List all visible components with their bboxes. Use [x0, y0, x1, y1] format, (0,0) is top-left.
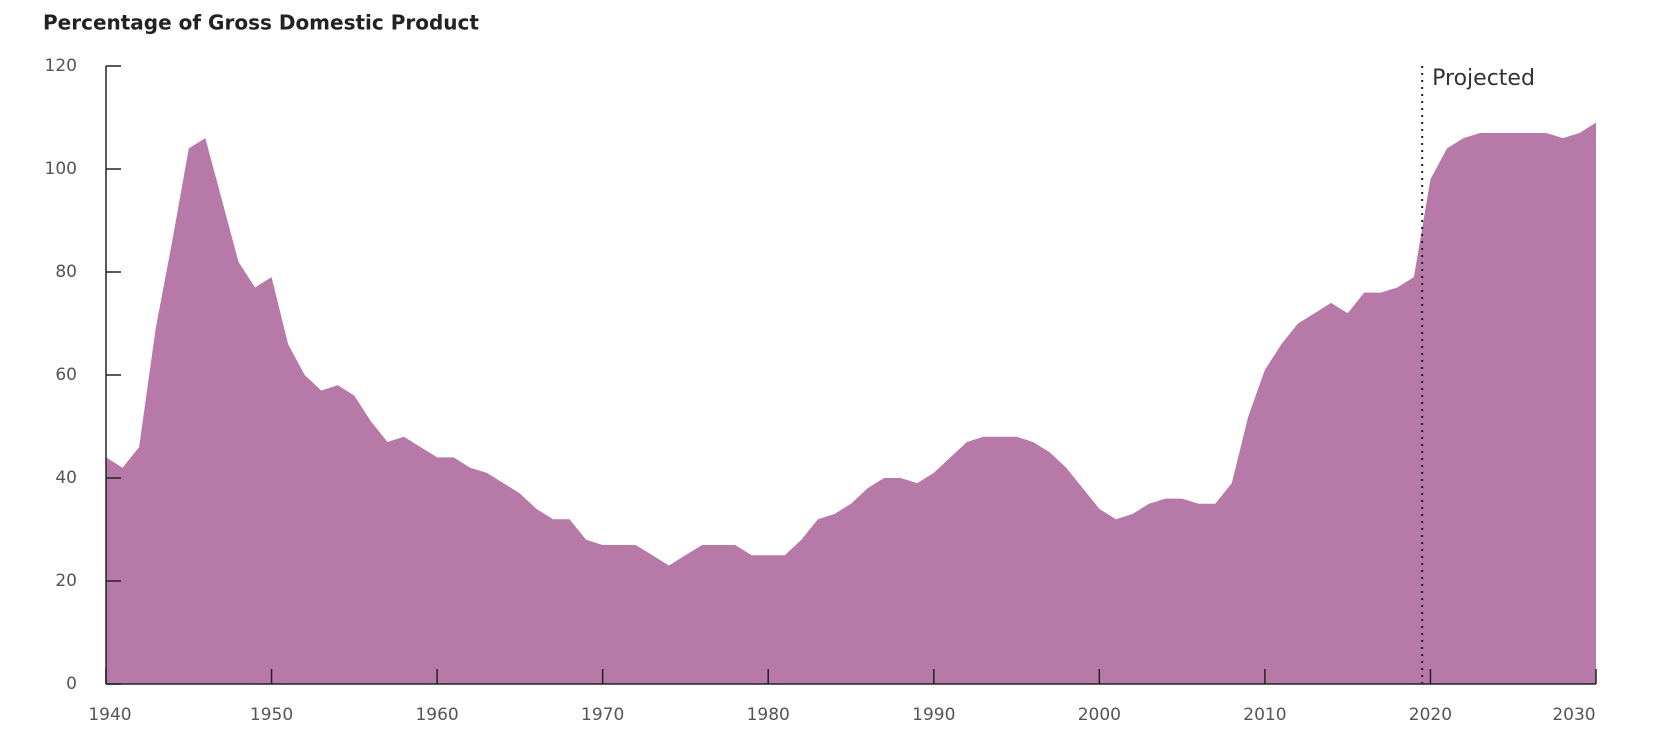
x-tick-label: 1980: [747, 705, 790, 725]
x-tick-label: 2010: [1243, 705, 1286, 725]
chart-title: Percentage of Gross Domestic Product: [43, 11, 479, 35]
y-tick-label: 20: [55, 571, 77, 591]
y-tick-label: 80: [55, 262, 77, 282]
x-tick-label: 2000: [1078, 705, 1121, 725]
x-tick-label: 1950: [250, 705, 293, 725]
projection-label: Projected: [1432, 66, 1535, 91]
x-tick-label: 1960: [415, 705, 458, 725]
y-tick-label: 0: [66, 674, 77, 694]
x-tick-label: 1970: [581, 705, 624, 725]
area: [106, 122, 1596, 684]
x-tick-label: 1940: [88, 705, 131, 725]
y-tick-label: 40: [55, 468, 77, 488]
y-tick-label: 100: [45, 159, 77, 179]
y-tick-label: 60: [55, 365, 77, 385]
x-tick-label: 1990: [912, 705, 955, 725]
y-tick-label: 120: [45, 56, 77, 76]
x-tick-label: 2030: [1552, 705, 1595, 725]
x-tick-label: 2020: [1409, 705, 1452, 725]
